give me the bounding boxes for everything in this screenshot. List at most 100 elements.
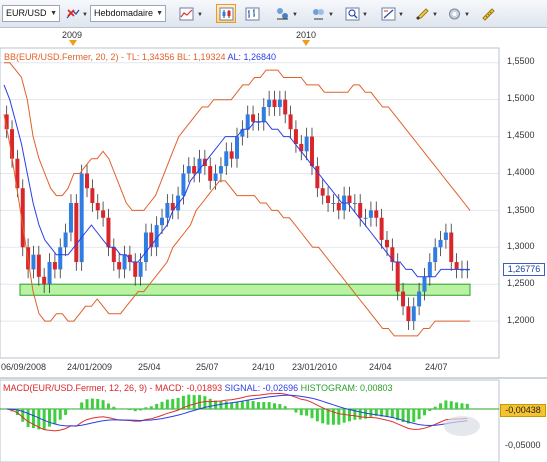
histogram-bar bbox=[155, 403, 159, 409]
histogram-bar bbox=[219, 401, 223, 409]
macd-tick: -0,05000 bbox=[505, 440, 541, 450]
histogram-bar bbox=[37, 409, 41, 430]
settings-button[interactable] bbox=[444, 4, 464, 23]
histogram-bar bbox=[380, 409, 384, 417]
histogram-bar bbox=[230, 402, 234, 409]
candle-body bbox=[101, 210, 106, 218]
candle-body bbox=[433, 247, 438, 263]
candle-body bbox=[181, 173, 186, 196]
candle-body bbox=[411, 306, 416, 322]
candle-body bbox=[95, 203, 100, 211]
chevron-down-icon: ▼ bbox=[292, 12, 298, 18]
candle-body bbox=[47, 262, 52, 285]
candle-body bbox=[427, 262, 432, 277]
histogram-bar bbox=[422, 409, 426, 416]
candle-body bbox=[299, 143, 304, 152]
histogram-bar bbox=[305, 409, 309, 416]
symbol-select[interactable]: EUR/USD ▼ bbox=[2, 5, 60, 22]
candlestick-chart-icon bbox=[219, 7, 233, 20]
candle-body bbox=[68, 203, 73, 233]
candle-body bbox=[304, 136, 309, 152]
histogram-bar bbox=[42, 409, 46, 430]
settings-icon bbox=[448, 8, 460, 19]
zoom-button[interactable] bbox=[342, 4, 362, 23]
candle-body bbox=[374, 210, 379, 218]
histogram-bar bbox=[278, 404, 282, 409]
year-label-2010: 2010 bbox=[296, 30, 317, 40]
candle-body bbox=[401, 291, 406, 307]
candle-body bbox=[111, 247, 116, 263]
candle-body bbox=[229, 151, 234, 159]
histogram-bar bbox=[444, 400, 448, 409]
candle-body bbox=[186, 166, 191, 174]
histogram-bar bbox=[96, 399, 100, 409]
candle-body bbox=[288, 114, 293, 130]
candle-body bbox=[106, 217, 111, 248]
candle-body bbox=[326, 195, 331, 203]
candle-body bbox=[395, 262, 400, 292]
histogram-bar bbox=[240, 401, 244, 409]
candle-body bbox=[4, 114, 9, 130]
candle-body bbox=[143, 232, 148, 263]
candle-body bbox=[309, 136, 314, 167]
candle-body bbox=[208, 166, 213, 181]
histogram-bar bbox=[455, 402, 459, 409]
histogram-bar bbox=[417, 409, 421, 420]
histogram-bar bbox=[106, 403, 110, 409]
period-marker[interactable] bbox=[69, 40, 77, 46]
candle-body bbox=[213, 173, 218, 181]
date-tick: 24/04 bbox=[369, 362, 392, 372]
period-select[interactable]: Hebdomadaire ▼ bbox=[90, 5, 166, 22]
period-marker[interactable] bbox=[302, 40, 310, 46]
candle-body bbox=[261, 107, 266, 122]
histogram-bar bbox=[192, 395, 196, 409]
compare-button[interactable] bbox=[272, 4, 292, 23]
date-tick: 24/10 bbox=[252, 362, 275, 372]
histogram-bar bbox=[401, 409, 405, 423]
candle-body bbox=[85, 173, 90, 189]
chevron-down-icon: ▼ bbox=[464, 12, 470, 18]
price-panel-frame bbox=[0, 47, 500, 359]
histogram-bar bbox=[74, 409, 78, 410]
histogram-bar bbox=[272, 403, 276, 409]
line-chart-button[interactable] bbox=[176, 4, 196, 23]
date-tick: 24/01/2009 bbox=[67, 362, 113, 372]
histogram-bar bbox=[58, 409, 62, 420]
candle-body bbox=[240, 129, 245, 137]
candle-body bbox=[74, 203, 79, 263]
candle-body bbox=[218, 166, 223, 174]
ruler-icon bbox=[481, 7, 495, 21]
price-tick: 1,3000 bbox=[507, 241, 535, 251]
date-tick: 24/07 bbox=[425, 362, 448, 372]
macd-current-label: -0,00438 bbox=[500, 404, 546, 417]
histogram-bar bbox=[251, 401, 255, 409]
histogram-bar bbox=[198, 394, 202, 409]
macd-legend-label: MACD(EUR/USD.Fermer, 12, 26, 9) bbox=[3, 383, 148, 393]
candle-body bbox=[315, 166, 320, 189]
histogram-bar bbox=[101, 400, 105, 409]
histogram-bar bbox=[433, 406, 437, 409]
indicators-button[interactable] bbox=[308, 4, 328, 23]
remove-symbol-button[interactable] bbox=[62, 4, 82, 23]
candle-body bbox=[224, 151, 229, 167]
candle-body bbox=[331, 203, 336, 204]
histogram-bar bbox=[69, 408, 73, 410]
drawing-tools-button[interactable] bbox=[378, 4, 398, 23]
bar-chart-button[interactable] bbox=[242, 4, 262, 23]
support-zone[interactable] bbox=[19, 283, 471, 296]
edit-button[interactable] bbox=[412, 4, 432, 23]
histogram-bar bbox=[165, 399, 169, 409]
bb-legend-label: BB(EUR/USD.Fermer, 20, 2) bbox=[4, 52, 119, 62]
ruler-button[interactable] bbox=[478, 4, 498, 23]
candlestick-chart-button[interactable] bbox=[216, 4, 236, 23]
histogram-bar bbox=[331, 409, 335, 425]
candle-body bbox=[160, 217, 165, 226]
bollinger-lower-band bbox=[3, 114, 470, 337]
chevron-down-icon: ▼ bbox=[50, 10, 57, 17]
histogram-bar bbox=[396, 409, 400, 421]
histogram-bar bbox=[315, 409, 319, 422]
histogram-bar bbox=[358, 409, 362, 420]
bb-average-value: AL: 1,26840 bbox=[227, 52, 277, 62]
histogram-bar bbox=[21, 409, 25, 422]
